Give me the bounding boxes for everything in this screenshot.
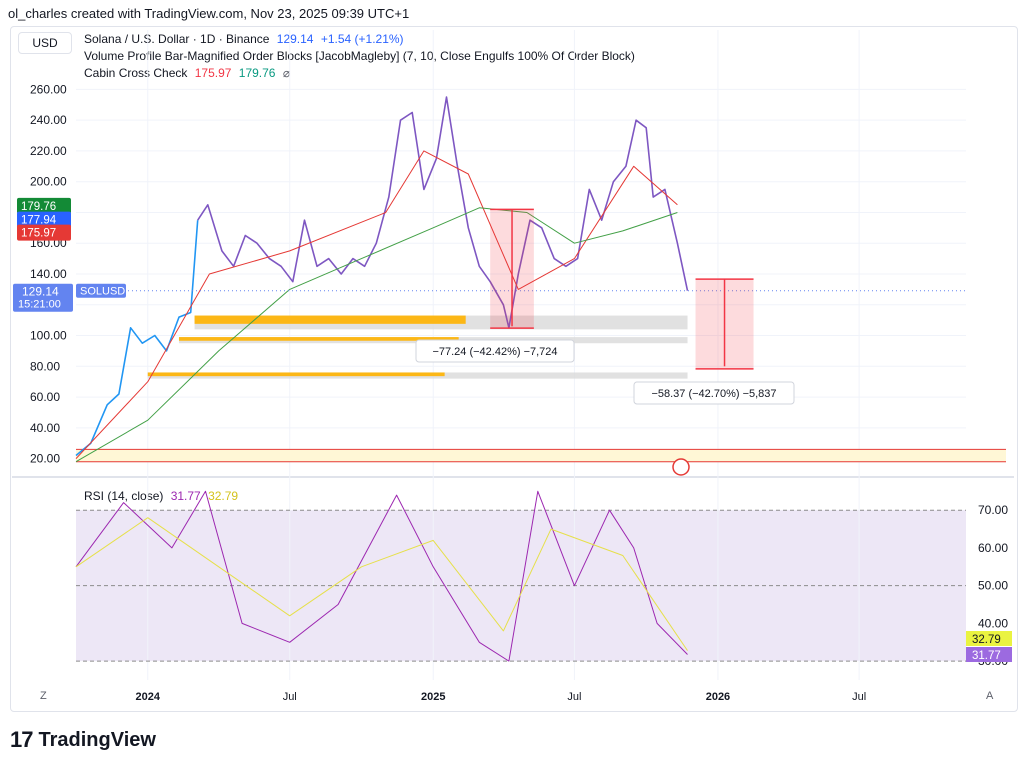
badge-blue: 177.94: [21, 215, 57, 227]
indicator2-value-red: 175.97: [194, 66, 232, 80]
order-block-volume: [178, 337, 459, 341]
support-zone: [76, 449, 1006, 462]
badge-last-price: 129.14: [22, 285, 59, 299]
price-tick-label: 200.00: [30, 175, 67, 189]
time-tick-label: 2026: [706, 691, 730, 703]
price-tick-label: 60.00: [30, 390, 60, 404]
rsi-badge-purple-bg: [966, 647, 1012, 662]
measure-label-1: −77.24 (−42.42%) −7,724: [432, 346, 557, 358]
ma-slow-line: [75, 207, 678, 463]
symbol-line: Solana / U.S. Dollar · 1D · Binance: [84, 32, 270, 46]
rsi-badge-purple: 31.77: [972, 650, 1001, 662]
time-tick-label: Jul: [567, 691, 581, 703]
indicator-legend-orderblocks[interactable]: Volume Profile Bar-Magnified Order Block…: [84, 49, 639, 63]
legend-price: 129.14: [276, 32, 314, 46]
indicator-legend-cabin[interactable]: Cabin Cross Check 175.97 179.76 ⌀: [84, 66, 294, 80]
brand: 17 TradingView: [10, 726, 156, 754]
economic-event-icon: [672, 458, 690, 476]
eye-off-icon[interactable]: ⌀: [282, 66, 291, 80]
price-tick-label: 80.00: [30, 359, 60, 373]
time-tick-label: Jul: [852, 691, 866, 703]
badge-green: 179.76: [21, 201, 56, 213]
rsi-label: RSI (14, close): [84, 489, 164, 503]
time-tick-label: 2025: [421, 691, 445, 703]
badge-green-bg: [17, 197, 71, 214]
measure-label-box-2: [633, 381, 795, 405]
rsi-tick-label: 50.00: [978, 579, 1008, 593]
indicator2-label: Cabin Cross Check: [84, 66, 188, 80]
rsi-tick-label: 60.00: [978, 541, 1008, 555]
symbol-tag: SOLUSD: [80, 286, 125, 298]
rsi-badge-yellow-bg: [966, 631, 1012, 646]
price-line-early: [75, 220, 199, 457]
rsi-badge-yellow: 32.79: [972, 634, 1001, 646]
price-tick-label: 40.00: [30, 421, 60, 435]
price-tick-label: 100.00: [30, 329, 67, 343]
tradingview-logo-icon: 17: [10, 727, 34, 752]
attribution-text: ol_charles created with TradingView.com,…: [8, 6, 410, 21]
symbol-tag-bg: [76, 283, 126, 298]
badge-red-bg: [17, 224, 71, 241]
indicator1-label: Volume Profile Bar-Magnified Order Block…: [84, 49, 635, 63]
rsi-legend[interactable]: RSI (14, close) 31.77 32.79: [84, 489, 242, 503]
auto-scale-button[interactable]: A: [986, 690, 994, 702]
symbol-legend[interactable]: Solana / U.S. Dollar · 1D · Binance 129.…: [84, 32, 408, 46]
indicator2-value-green: 179.76: [238, 66, 276, 80]
order-block-volume: [147, 372, 445, 377]
rsi-value: 31.77: [170, 489, 201, 503]
price-tick-label: 20.00: [30, 452, 60, 466]
legend-change: +1.54 (+1.21%): [320, 32, 404, 46]
measure-label-box-1: [415, 339, 575, 363]
measure-label-2: −58.37 (−42.70%) −5,837: [651, 388, 776, 400]
badge-blue-bg: [17, 211, 71, 228]
badge-red: 175.97: [21, 228, 56, 240]
price-tick-label: 240.00: [30, 113, 67, 127]
rsi-line: [75, 490, 688, 662]
ma-fast-line: [75, 150, 678, 459]
rsi-tick-label: 40.00: [978, 616, 1008, 630]
zoom-toggle-button[interactable]: Z: [40, 690, 47, 702]
badge-countdown: 15:21:00: [18, 299, 61, 311]
brand-name: TradingView: [38, 728, 156, 751]
order-block-volume: [194, 315, 466, 324]
badge-last-bg: [13, 283, 73, 312]
currency-button[interactable]: USD: [18, 32, 72, 54]
price-tick-label: 220.00: [30, 144, 67, 158]
time-tick-label: 2024: [136, 691, 161, 703]
price-tick-label: 260.00: [30, 82, 67, 96]
time-tick-label: Jul: [283, 691, 297, 703]
rsi-ma-line: [75, 517, 688, 651]
price-line-late: [197, 96, 689, 329]
price-tick-label: 140.00: [30, 267, 67, 281]
rsi-ma-value: 32.79: [208, 489, 239, 503]
rsi-tick-label: 70.00: [978, 503, 1008, 517]
